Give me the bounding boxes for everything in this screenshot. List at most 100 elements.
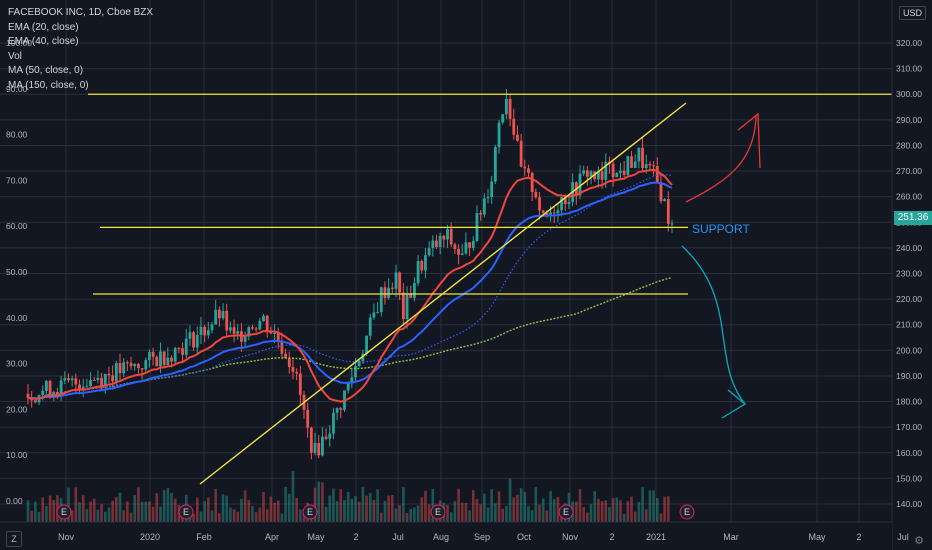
candle-body [368, 317, 372, 336]
volume-bar [96, 509, 100, 522]
volume-bar [258, 507, 262, 522]
time-axis-label: 2 [353, 532, 358, 542]
volume-bar [593, 491, 597, 522]
candle-body [563, 197, 567, 205]
candle-body [626, 156, 630, 175]
candle-body [365, 335, 368, 354]
volume-bar [107, 507, 111, 522]
candle-body [177, 348, 181, 350]
left-axis-label: 10.00 [6, 450, 28, 460]
candle-body [493, 147, 497, 182]
right-axis-label: 310.00 [896, 64, 922, 74]
candle-body [181, 348, 184, 355]
candle-body [33, 400, 37, 403]
volume-bar [545, 510, 549, 522]
candle-body [210, 324, 214, 331]
volume-bar [265, 509, 269, 522]
volume-bar [413, 507, 416, 522]
candle-body [321, 436, 324, 456]
volume-bar [479, 504, 482, 522]
time-axis-label: Jul [897, 532, 909, 542]
earnings-marker [430, 504, 446, 520]
candle-body [648, 163, 652, 166]
volume-bar [85, 509, 89, 522]
left-axis-label: 80.00 [6, 130, 28, 140]
volume-bar [460, 502, 464, 522]
left-axis-label: 90.00 [6, 84, 28, 94]
candle-body [335, 408, 339, 413]
volume-bar [398, 505, 401, 522]
volume-bar [210, 510, 214, 522]
candle-body [497, 122, 501, 148]
candle-body [306, 409, 310, 428]
candle-body [611, 163, 615, 178]
gear-icon[interactable]: ⚙ [914, 535, 924, 547]
volume-bar [387, 495, 390, 522]
volume-bar [549, 490, 552, 522]
arrow-up-annotation [685, 112, 761, 203]
volume-bar [317, 481, 321, 522]
volume-bar [368, 492, 372, 522]
volume-bar [644, 509, 648, 522]
volume-bar [633, 511, 637, 522]
candle-body [137, 364, 140, 369]
currency-button[interactable]: USD [898, 6, 926, 20]
candle-body [556, 210, 560, 214]
volume-bar [523, 491, 527, 522]
candle-body [659, 182, 663, 202]
candle-body [251, 327, 254, 329]
volume-bars [26, 470, 670, 522]
candle-body [545, 212, 549, 217]
volume-bar [214, 488, 217, 522]
volume-bar [37, 511, 41, 522]
volume-bar [361, 486, 365, 522]
left-axis-label: 0.00 [6, 496, 23, 506]
volume-bar [357, 501, 361, 522]
volume-bar [137, 487, 140, 522]
candle-body [372, 312, 376, 318]
volume-bar [475, 498, 479, 522]
volume-bar [70, 510, 74, 522]
volume-bar [538, 504, 541, 522]
candle-body [332, 412, 335, 434]
volume-bar [648, 490, 652, 522]
volume-bar [173, 498, 177, 522]
volume-bar [232, 509, 236, 522]
volume-bar [424, 490, 427, 522]
zoom-button[interactable]: Z [6, 531, 22, 547]
earnings-marker-label: E [183, 507, 189, 517]
ma150-line [27, 276, 673, 401]
volume-bar [243, 490, 247, 522]
candle-body [159, 351, 162, 367]
volume-bar [144, 501, 148, 522]
candle-body [78, 384, 81, 391]
volume-bar [471, 490, 475, 522]
candle-body [122, 362, 126, 374]
candle-body [552, 212, 556, 214]
volume-bar [427, 504, 431, 522]
candle-body [604, 161, 608, 180]
volume-bar [218, 513, 221, 522]
volume-bar [365, 495, 368, 522]
volume-bar [100, 504, 103, 522]
candle-body [398, 272, 402, 293]
candle-body [457, 249, 460, 255]
earnings-marker [178, 504, 194, 520]
volume-bar [118, 492, 122, 522]
time-axis-label: 2021 [646, 532, 666, 542]
volume-bar [619, 500, 622, 522]
volume-bar [313, 487, 317, 522]
ema40-line [27, 181, 673, 400]
candle-body [350, 377, 354, 383]
volume-bar [372, 499, 376, 522]
candle-body [118, 363, 122, 374]
candle-body [652, 165, 655, 167]
right-axis-label: 260.00 [896, 192, 922, 202]
candle-body [162, 351, 166, 366]
candle-body [578, 173, 582, 196]
volume-bar [637, 501, 641, 522]
volume-bar [589, 504, 593, 522]
candle-body [229, 327, 232, 331]
time-axis-label: Apr [265, 532, 279, 542]
